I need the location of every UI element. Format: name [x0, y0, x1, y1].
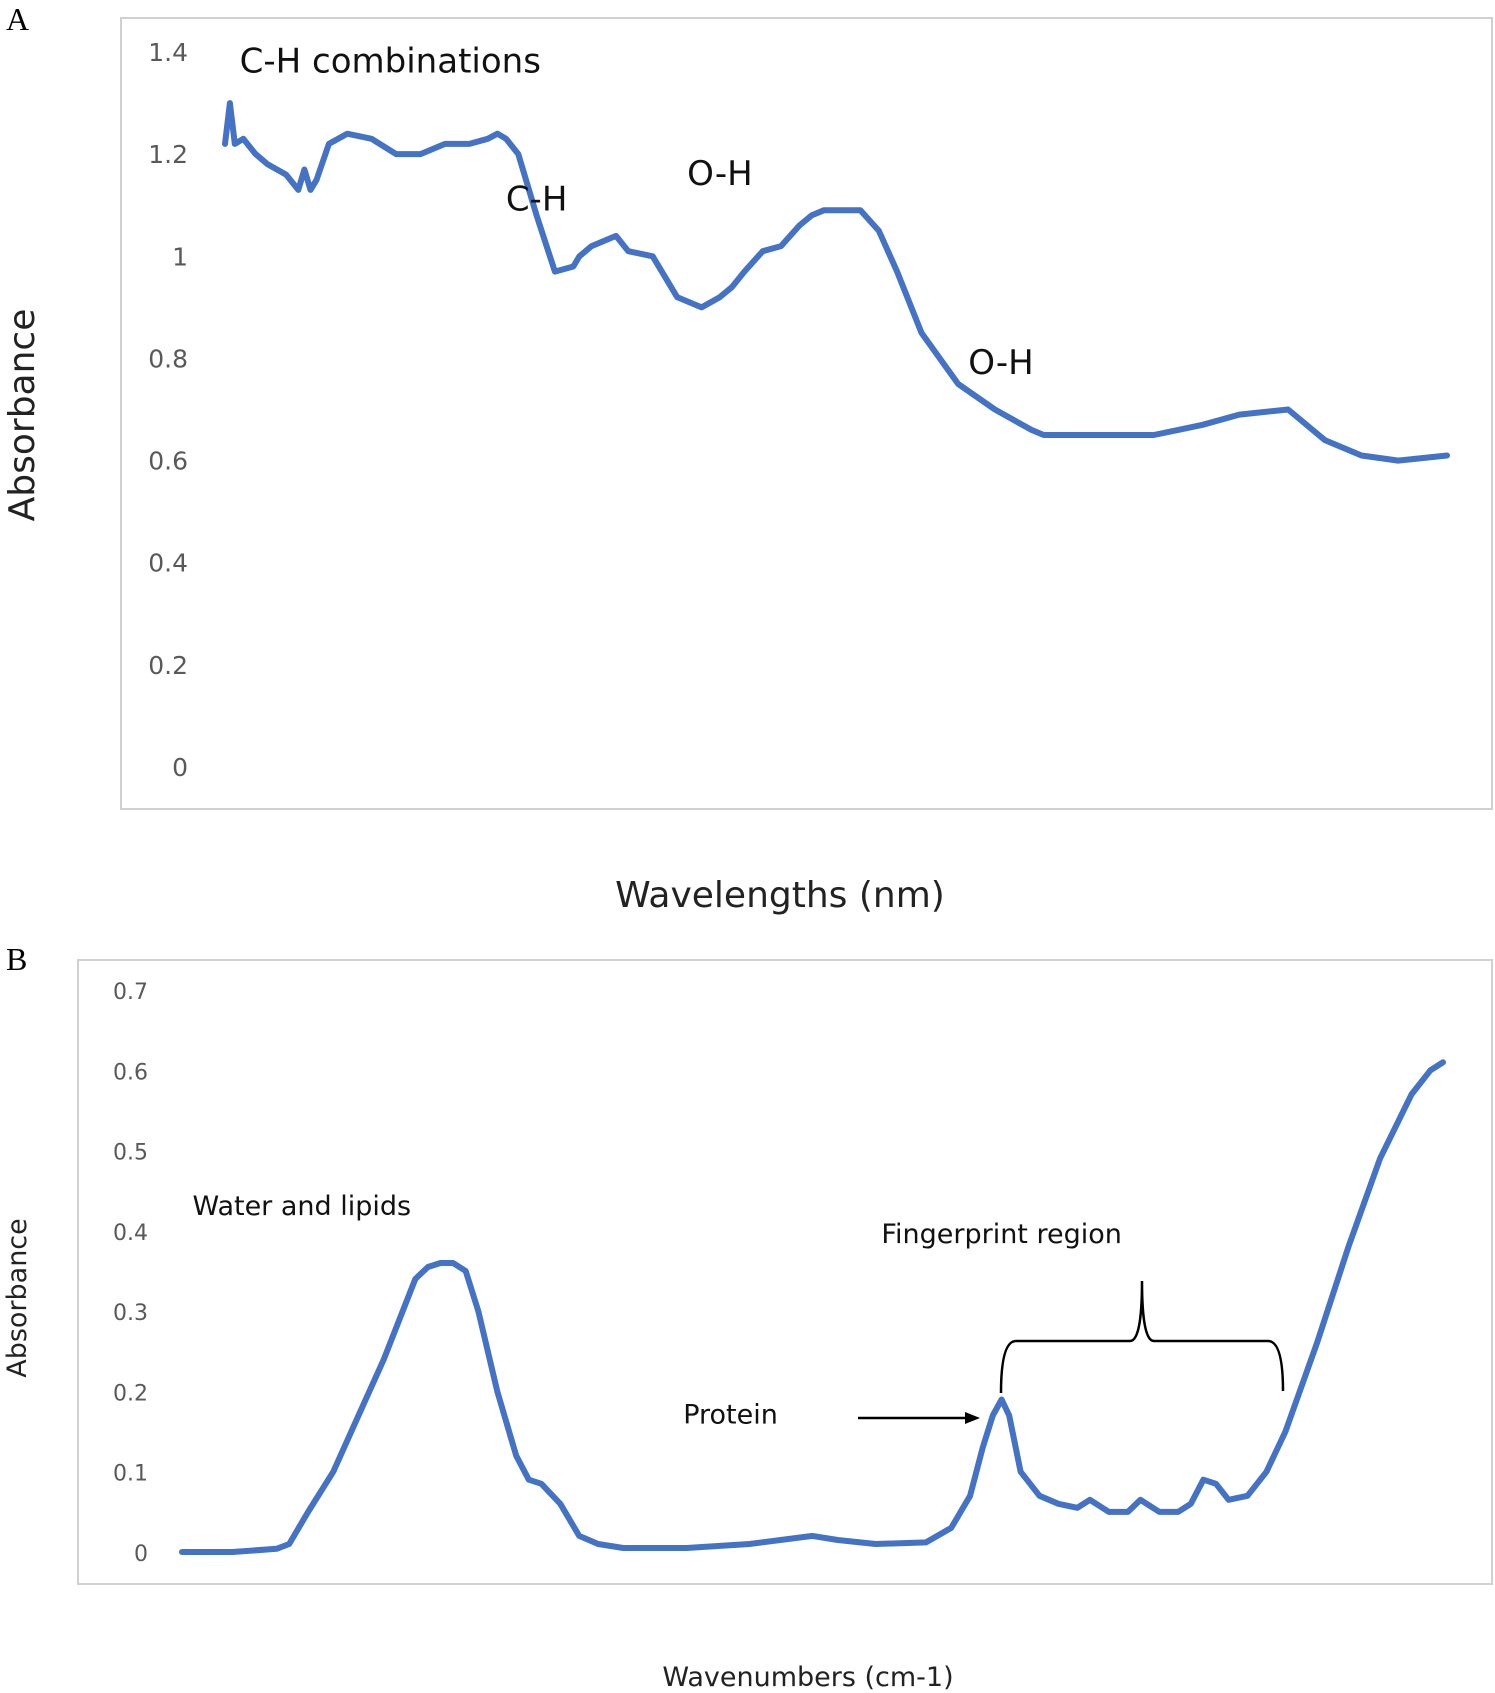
- protein-arrowhead: [965, 1412, 980, 1424]
- panel-a-y-tick-label: 0.4: [148, 549, 188, 578]
- panel-a-y-axis-label: Absorbance: [2, 309, 43, 522]
- panel-b-y-tick-label: 0.2: [113, 1381, 148, 1406]
- panel-letter-b: B: [6, 941, 27, 977]
- panel-b-y-tick-label: 0.3: [113, 1301, 148, 1326]
- panel-a-annotation: O-H: [968, 343, 1034, 383]
- panel-a-frame: [120, 17, 1493, 810]
- panel-a-y-tick-label: 1.4: [148, 38, 188, 67]
- panel-b-absorbance-line: [179, 1059, 1446, 1555]
- panel-b-frame: [77, 959, 1493, 1585]
- panel-a-y-tick-label: 1.2: [148, 140, 188, 169]
- panel-a-y-tick-label: 0.8: [148, 344, 188, 373]
- panel-b-y-tick-label: 0.5: [113, 1141, 148, 1166]
- panel-a-y-tick-label: 0.6: [148, 447, 188, 476]
- panel-a-y-tick-label: 1: [172, 242, 188, 271]
- panel-a-plot: 0 0.2 0.4 0.6 0.8 1 1.2 1.4 C-H combinations C-H O…: [148, 38, 1450, 782]
- panel-b-y-tick-label: 0.1: [113, 1462, 148, 1487]
- panel-a-annotation: C-H: [506, 179, 568, 219]
- panel-a-y-tick-label: 0: [172, 753, 188, 782]
- panel-b-annotation: Protein: [683, 1400, 778, 1431]
- panel-b-x-axis-label: Wavenumbers (cm-1): [662, 1662, 953, 1693]
- panel-b-annotation: Fingerprint region: [881, 1219, 1121, 1250]
- panel-a-annotation: C-H combinations: [240, 41, 541, 81]
- panel-b-plot: 0 0.1 0.2 0.3 0.4 0.5 0.6 0.7 Water and lipids Fi…: [113, 980, 1446, 1567]
- panel-a-absorbance-line: [222, 100, 1450, 464]
- panel-letter-a: A: [6, 1, 29, 37]
- panel-a-x-axis-label: Wavelengths (nm): [615, 875, 945, 916]
- panel-a-annotation: O-H: [687, 154, 753, 194]
- panel-b-y-tick-label: 0.4: [113, 1221, 148, 1246]
- panel-b-y-tick-label: 0: [134, 1542, 148, 1567]
- panel-b-y-tick-label: 0.6: [113, 1060, 148, 1085]
- fingerprint-bracket: [999, 1280, 1285, 1394]
- panel-a-y-tick-label: 0.2: [148, 651, 188, 680]
- panel-b-annotation: Water and lipids: [192, 1191, 411, 1222]
- panel-b-y-axis-label: Absorbance: [2, 1218, 33, 1378]
- panel-b-y-tick-label: 0.7: [113, 980, 148, 1005]
